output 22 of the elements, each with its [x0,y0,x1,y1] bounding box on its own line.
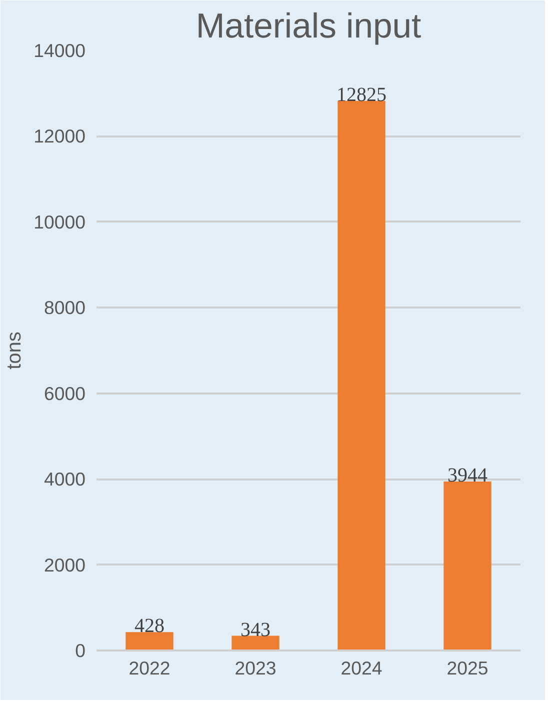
x-tick-label: 2025 [446,658,488,678]
y-tick-label: 10000 [34,211,86,232]
data-label: 3944 [448,464,488,486]
y-tick-label: 8000 [44,297,86,318]
bar [444,481,492,650]
x-tick-label: 2023 [234,658,276,678]
y-tick-label: 2000 [44,554,86,576]
y-tick-label: 0 [75,640,86,661]
chart-title: Materials input [196,8,422,46]
x-tick-label: 2024 [340,658,382,678]
y-tick-label: 12000 [34,126,86,147]
y-tick-label: 14000 [34,40,86,61]
y-axis-title: tons [4,332,26,370]
data-label: 343 [240,618,270,641]
data-label: 428 [134,615,164,638]
x-tick-label: 2022 [128,658,170,678]
bar [232,636,280,650]
y-tick-label: 4000 [44,468,86,490]
data-label: 12825 [336,84,386,106]
bar [338,100,386,650]
y-tick-label: 6000 [44,382,86,404]
bar [126,632,174,650]
